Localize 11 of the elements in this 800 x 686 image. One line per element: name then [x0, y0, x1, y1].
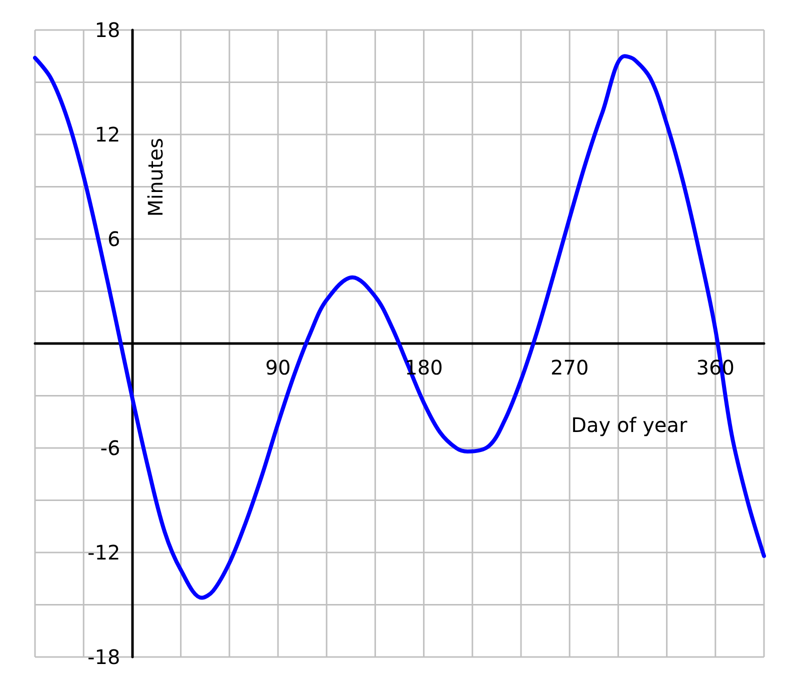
y-tick-label: 6 — [107, 227, 120, 251]
line-series — [33, 54, 766, 600]
x-tick-label: 90 — [265, 356, 291, 380]
y-tick-label: 12 — [94, 122, 120, 146]
y-axis-title: Minutes — [143, 138, 168, 217]
x-axis-title: Day of year — [571, 413, 688, 438]
y-tick-label: -12 — [88, 540, 120, 564]
x-tick-label: 270 — [550, 356, 589, 380]
y-tick-label: -6 — [100, 436, 120, 460]
y-tick-label: -18 — [88, 645, 120, 669]
y-tick-label: 18 — [94, 18, 120, 42]
